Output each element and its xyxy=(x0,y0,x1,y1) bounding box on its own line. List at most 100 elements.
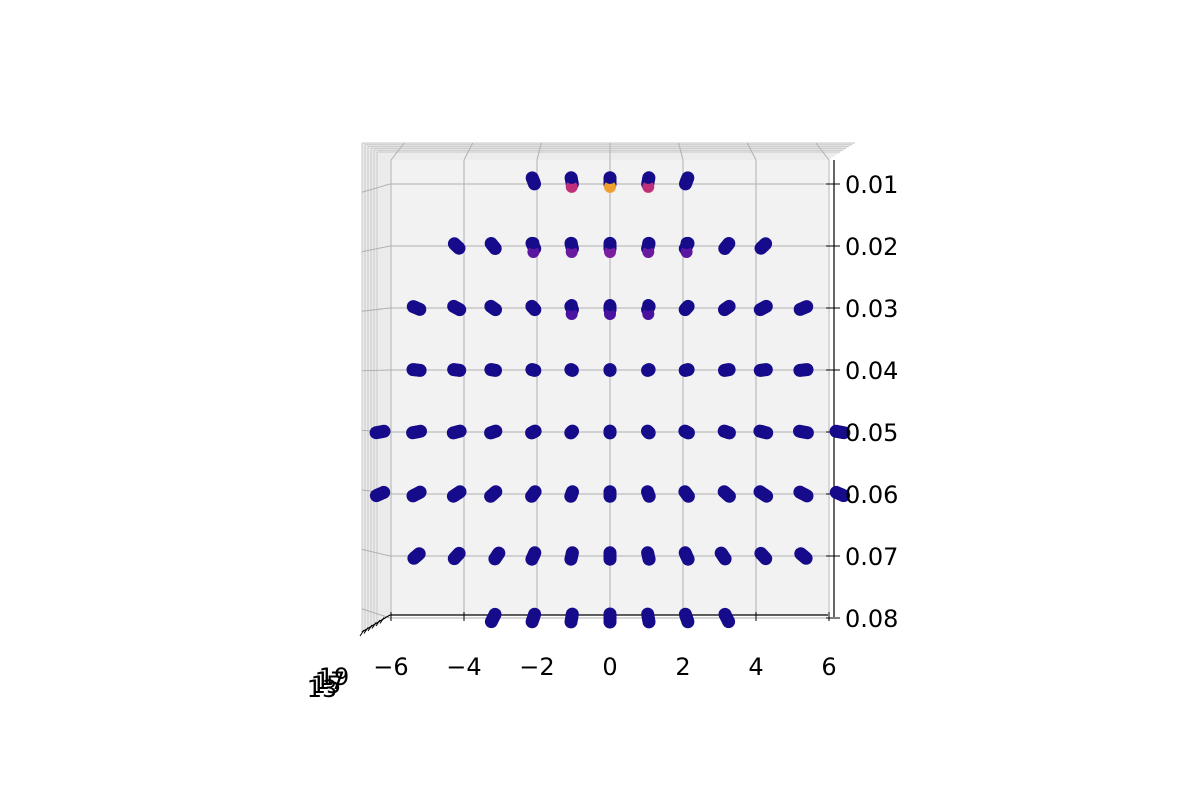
scatter-point xyxy=(604,299,616,311)
point-cluster xyxy=(718,607,736,629)
point-cluster xyxy=(641,236,656,258)
point-cluster xyxy=(525,171,541,191)
back-pane xyxy=(390,160,828,615)
scatter-point xyxy=(407,551,421,565)
scatter-point xyxy=(603,552,617,566)
z-tick-mark xyxy=(375,619,381,627)
scatter-point xyxy=(565,171,578,184)
scatter-point xyxy=(681,299,695,313)
scatter-point xyxy=(759,237,773,251)
point-cluster xyxy=(794,547,813,565)
point-cluster xyxy=(718,299,736,317)
scatter-point xyxy=(722,363,736,377)
point-cluster xyxy=(603,607,617,629)
scatter-point xyxy=(604,171,616,184)
y-tick-label: 0.08 xyxy=(845,605,898,633)
point-cluster xyxy=(678,485,695,503)
scatter-point xyxy=(603,489,617,503)
scatter-point xyxy=(369,426,383,440)
z-tick-label: 19 xyxy=(319,663,350,691)
scatter-point xyxy=(603,426,617,440)
point-cluster xyxy=(678,299,695,317)
scatter-point xyxy=(525,299,539,313)
point-cluster xyxy=(641,363,656,377)
point-cluster xyxy=(829,485,851,503)
tick-labels: −6 −4 −2 0 2 4 6 0.01 0.02 0.03 0.04 0.05 0.06 0.07 0.… xyxy=(307,171,899,703)
y-tick-label: 0.03 xyxy=(845,295,898,323)
scatter-point xyxy=(564,489,578,503)
point-cluster xyxy=(753,424,774,440)
y-tick-label: 0.06 xyxy=(845,481,898,509)
point-cluster xyxy=(603,299,617,320)
point-cluster xyxy=(603,171,617,193)
scatter-point xyxy=(760,426,774,440)
point-cluster xyxy=(525,424,542,440)
point-cluster xyxy=(484,363,502,377)
x-tick-label: 0 xyxy=(602,653,617,681)
scatter-point-highlight xyxy=(565,246,578,258)
point-cluster xyxy=(564,299,579,320)
y-grid-line-side xyxy=(361,369,391,372)
point-cluster xyxy=(406,485,427,503)
scatter-point xyxy=(447,237,461,251)
scatter-point xyxy=(446,426,460,440)
scatter-point xyxy=(406,363,420,377)
x-grid-line-top xyxy=(815,142,830,161)
point-cluster xyxy=(447,363,467,377)
point-cluster xyxy=(718,237,736,255)
scatter-point xyxy=(642,299,655,311)
point-cluster xyxy=(641,299,656,320)
x-tick-label: 4 xyxy=(748,653,763,681)
scatter-point xyxy=(565,299,578,311)
x-grid-line-top xyxy=(390,142,405,161)
point-cluster xyxy=(369,424,391,440)
scatter-point xyxy=(681,489,695,503)
scatter-point xyxy=(484,299,498,313)
scatter-point xyxy=(722,615,736,629)
z-tick-mark xyxy=(367,624,373,632)
z-tick-mark xyxy=(379,617,385,624)
point-cluster xyxy=(717,424,736,440)
point-cluster xyxy=(641,485,656,503)
point-cluster xyxy=(753,485,774,503)
y-grid-line-side xyxy=(361,548,391,557)
x-grid-line-top xyxy=(463,142,474,161)
scatter-point xyxy=(642,363,656,377)
scatter-point xyxy=(484,489,498,503)
y-tick-label: 0.01 xyxy=(845,171,898,199)
scatter-point xyxy=(642,489,656,503)
scatter-point-highlight xyxy=(527,246,540,258)
axes-panes xyxy=(362,143,855,632)
scatter-point-highlight xyxy=(680,246,693,258)
scatter-point xyxy=(488,552,502,566)
scatter-point xyxy=(837,426,851,440)
x-grid-line-top xyxy=(536,142,542,161)
scatter-point-highlight xyxy=(565,308,578,320)
scatter-point xyxy=(722,489,736,503)
scatter-point xyxy=(525,552,539,566)
point-cluster xyxy=(447,237,466,255)
point-cluster xyxy=(446,424,467,440)
scatter-point xyxy=(369,489,383,503)
point-cluster xyxy=(754,237,773,255)
x-tick-label: 2 xyxy=(675,653,690,681)
x-grid-line-top xyxy=(678,142,684,161)
scatter-point xyxy=(800,426,814,440)
scatter-point xyxy=(564,426,578,440)
point-cluster xyxy=(564,236,579,258)
scatter-point-highlight xyxy=(604,180,616,193)
point-cluster xyxy=(447,546,466,566)
scatter-point xyxy=(565,237,578,249)
point-cluster xyxy=(484,424,503,440)
point-cluster xyxy=(717,485,736,503)
point-cluster xyxy=(488,546,506,566)
point-cluster xyxy=(446,485,467,503)
point-cluster xyxy=(793,485,814,503)
scatter-point xyxy=(681,426,695,440)
scatter-point xyxy=(525,363,539,377)
point-cluster xyxy=(564,607,579,629)
point-cluster xyxy=(484,607,502,629)
scatter-point xyxy=(681,171,695,185)
point-cluster xyxy=(525,236,542,258)
point-cluster xyxy=(603,424,617,440)
